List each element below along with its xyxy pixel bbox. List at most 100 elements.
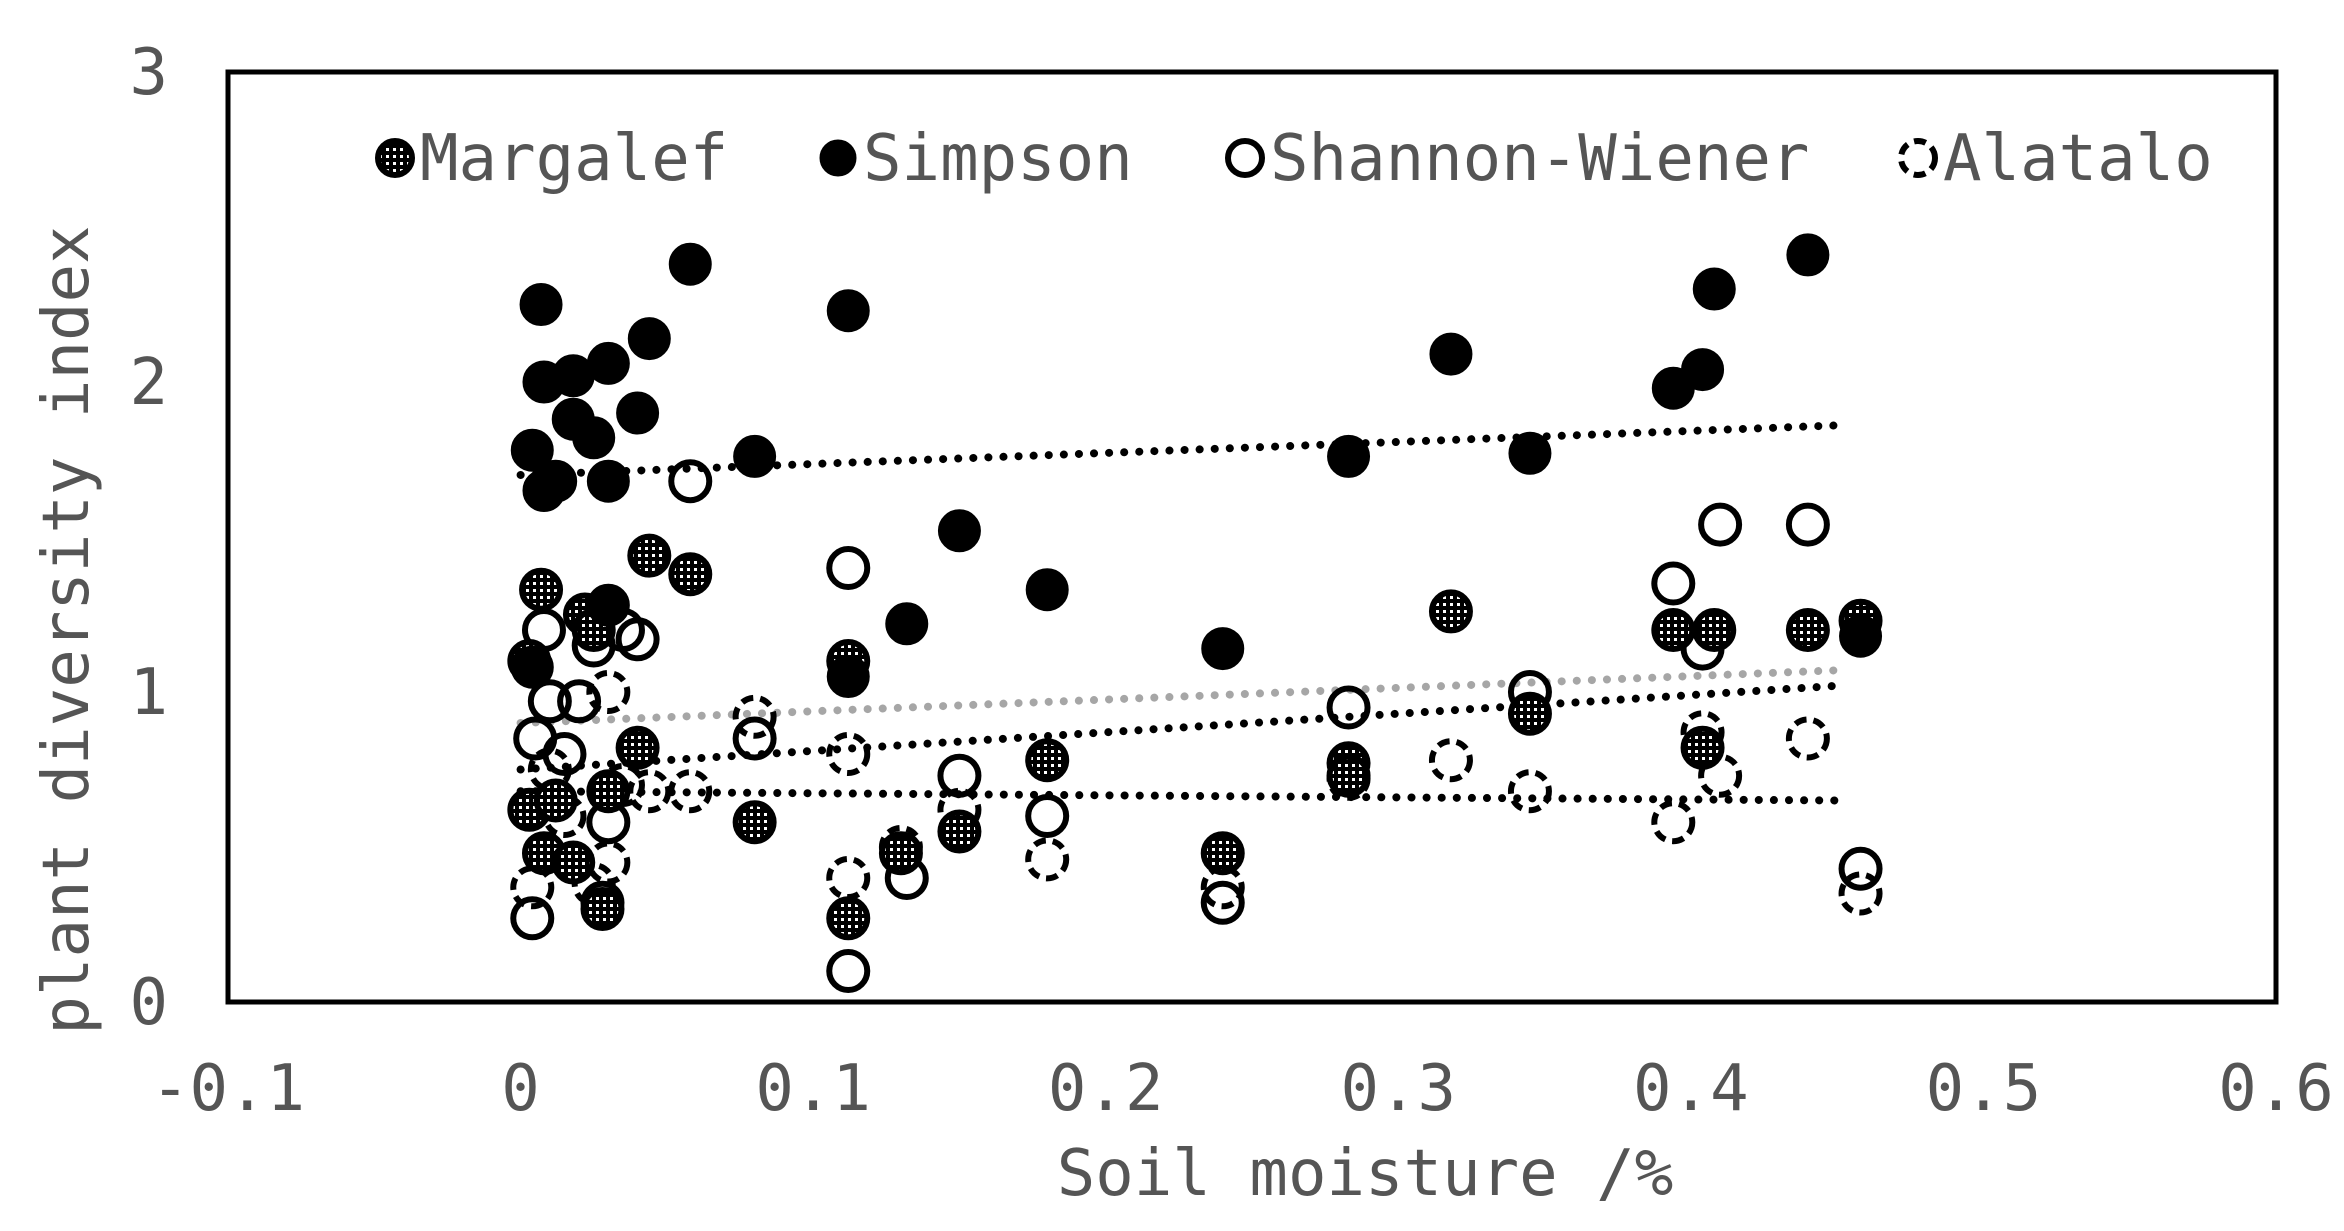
point-alatalo xyxy=(668,769,713,814)
point-margalef xyxy=(937,809,982,854)
point-alatalo xyxy=(1428,738,1473,783)
point-simpson xyxy=(510,428,554,472)
point-margalef xyxy=(627,533,672,578)
legend-marker-margalef xyxy=(375,138,415,178)
legend-label-margalef: Margalef xyxy=(420,122,728,196)
point-shannon-wiener xyxy=(1025,794,1070,838)
y-tick-label: 1 xyxy=(129,656,168,730)
x-tick-label: 0.6 xyxy=(2218,1052,2334,1126)
point-alatalo xyxy=(1651,800,1696,845)
point-shannon-wiener xyxy=(826,949,871,993)
point-alatalo xyxy=(586,670,631,714)
point-shannon-wiener xyxy=(542,732,587,776)
legend-label-simpson: Simpson xyxy=(863,122,1133,196)
point-simpson xyxy=(1201,627,1245,671)
point-shannon-wiener xyxy=(1698,502,1743,547)
point-margalef xyxy=(878,831,923,876)
legend-label-alatalo: Alatalo xyxy=(1943,122,2213,196)
point-simpson xyxy=(510,645,554,689)
series-simpson xyxy=(510,233,1883,698)
point-simpson xyxy=(586,341,630,385)
legend-marker-shannon-wiener xyxy=(1225,138,1265,178)
legend: Margalef Simpson Shannon-Wiener Alatalo xyxy=(375,122,2213,196)
point-alatalo xyxy=(627,769,672,814)
point-margalef xyxy=(533,778,578,823)
plot-frame xyxy=(225,69,2279,1005)
legend-marker-alatalo xyxy=(1898,138,1938,178)
point-margalef xyxy=(551,840,596,885)
point-margalef xyxy=(1428,589,1473,634)
point-simpson xyxy=(668,242,712,286)
point-shannon-wiener xyxy=(1838,846,1883,891)
x-tick-label: 0.2 xyxy=(1048,1052,1164,1126)
point-margalef xyxy=(1680,725,1725,770)
y-axis-title: plant diversity index xyxy=(30,225,104,1034)
x-tick-label: 0.4 xyxy=(1633,1052,1749,1126)
y-tick-label: 2 xyxy=(129,346,168,420)
point-shannon-wiener xyxy=(527,679,572,724)
point-simpson xyxy=(616,391,660,435)
point-shannon-wiener xyxy=(1651,561,1696,606)
point-alatalo xyxy=(1025,837,1070,882)
point-margalef xyxy=(732,800,777,845)
point-simpson xyxy=(937,509,981,553)
point-shannon-wiener xyxy=(668,459,713,504)
trendline-alatalo xyxy=(516,787,1842,805)
y-tick-labels: 0 1 2 3 xyxy=(129,36,168,1040)
point-shannon-wiener xyxy=(615,617,660,662)
point-shannon-wiener xyxy=(937,753,982,798)
trendline-shannon-wiener xyxy=(516,666,1842,727)
point-alatalo xyxy=(826,732,871,776)
point-simpson xyxy=(1508,431,1552,475)
point-simpson xyxy=(885,602,929,646)
point-shannon-wiener xyxy=(1785,502,1830,547)
y-tick-label: 0 xyxy=(129,966,168,1040)
point-simpson xyxy=(1429,332,1473,376)
point-margalef xyxy=(580,887,625,931)
point-alatalo xyxy=(1838,871,1883,916)
point-margalef xyxy=(1326,753,1371,798)
x-tick-label: 0 xyxy=(501,1052,540,1126)
point-simpson xyxy=(1839,614,1883,658)
point-shannon-wiener xyxy=(557,679,602,724)
trendline-simpson xyxy=(516,421,1842,479)
point-simpson xyxy=(1327,434,1371,478)
point-margalef xyxy=(1200,831,1245,876)
plot-content xyxy=(507,233,1883,993)
point-margalef xyxy=(519,567,564,612)
point-alatalo xyxy=(1507,769,1552,814)
point-simpson xyxy=(572,416,616,460)
point-margalef xyxy=(826,896,871,941)
point-alatalo xyxy=(826,856,871,900)
point-shannon-wiener xyxy=(1326,685,1371,730)
legend-label-shannon-wiener: Shannon-Wiener xyxy=(1270,122,1809,196)
y-tick-label: 3 xyxy=(129,36,168,110)
point-simpson xyxy=(519,283,563,326)
point-simpson xyxy=(586,459,630,503)
trendline-margalef xyxy=(516,681,1842,774)
point-shannon-wiener xyxy=(510,896,555,941)
point-margalef xyxy=(1025,738,1070,783)
point-simpson xyxy=(826,655,870,698)
legend-marker-simpson xyxy=(819,139,857,177)
point-shannon-wiener xyxy=(826,546,871,590)
x-axis-title: Soil moisture /% xyxy=(1057,1137,1674,1211)
point-alatalo xyxy=(510,865,555,910)
point-simpson xyxy=(1681,348,1725,392)
point-shannon-wiener xyxy=(1200,880,1245,925)
point-simpson xyxy=(627,317,671,361)
point-alatalo xyxy=(1200,865,1245,910)
point-alatalo xyxy=(732,694,777,739)
point-alatalo xyxy=(1698,753,1743,798)
point-simpson xyxy=(1786,233,1830,277)
point-simpson xyxy=(586,583,630,627)
point-shannon-wiener xyxy=(732,716,777,761)
point-simpson xyxy=(733,434,777,478)
x-tick-label: 0.3 xyxy=(1340,1052,1456,1126)
point-simpson xyxy=(826,289,870,333)
point-simpson xyxy=(534,459,578,503)
point-margalef xyxy=(615,725,660,770)
point-simpson xyxy=(1025,568,1069,612)
point-margalef xyxy=(1785,608,1830,652)
